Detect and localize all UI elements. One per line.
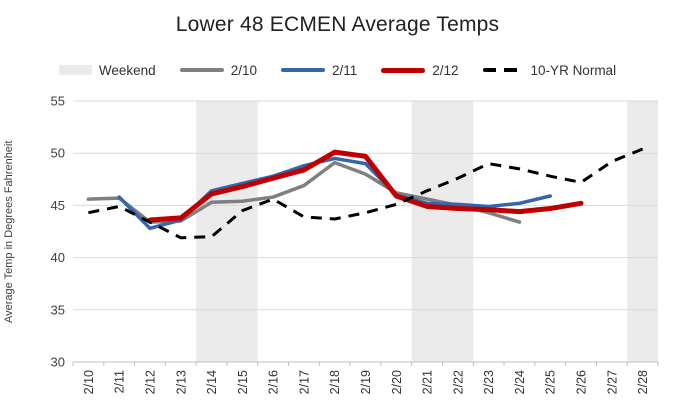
y-tick-label: 45: [51, 198, 65, 213]
legend-label: 2/12: [432, 62, 459, 78]
series-line-2-12: [147, 149, 584, 223]
legend-item-2-10: 2/10: [179, 62, 257, 78]
weekend-band-0: [196, 101, 258, 362]
x-tick-label: 2/13: [174, 370, 188, 394]
x-tick-label: 2/12: [143, 370, 157, 394]
y-tick-label: 40: [51, 250, 65, 265]
series-line-10-yr-normal: [88, 147, 644, 240]
gray-line-swatch: [179, 68, 224, 72]
x-tick-label: 2/16: [267, 370, 281, 394]
legend-item-2-12: 2/12: [381, 62, 459, 78]
x-tick-label: 2/18: [328, 370, 342, 394]
weekend-band-1: [411, 101, 474, 362]
legend-label: 10-YR Normal: [530, 62, 617, 78]
x-tick-label: 2/25: [544, 370, 558, 394]
x-tick-label: 2/26: [575, 370, 589, 394]
y-tick-label: 50: [51, 146, 65, 161]
y-tick-label: 55: [51, 94, 65, 109]
legend-item-2-11: 2/11: [280, 62, 358, 78]
legend-label: 2/10: [230, 62, 257, 78]
legend-label: Weekend: [98, 62, 156, 78]
x-tick-label: 2/20: [390, 370, 404, 394]
x-tick-label: 2/11: [113, 370, 127, 393]
x-tick-label: 2/21: [421, 370, 435, 394]
legend-item-weekend: Weekend: [58, 62, 156, 78]
x-tick-label: 2/23: [482, 370, 496, 394]
blue-line-swatch: [280, 68, 325, 72]
x-tick-label: 2/22: [451, 370, 465, 394]
red-line-swatch: [381, 67, 426, 73]
x-tick-label: 2/24: [513, 370, 527, 394]
weekend-band-2: [627, 101, 658, 362]
x-tick-label: 2/10: [82, 370, 96, 394]
weekend-band-swatch: [58, 65, 92, 75]
legend-label: 2/11: [331, 62, 358, 78]
x-tick-label: 2/28: [636, 370, 650, 394]
y-tick-label: 30: [51, 355, 65, 370]
chart-legend: Weekend 2/10 2/11 2/12 10-YR Normal: [0, 60, 675, 80]
x-tick-label: 2/17: [297, 370, 311, 394]
legend-item-10yr-normal: 10-YR Normal: [482, 62, 617, 78]
chart-title: Lower 48 ECMEN Average Temps: [175, 13, 500, 36]
x-tick-label: 2/19: [359, 370, 373, 394]
x-tick-label: 2/14: [205, 370, 219, 394]
x-tick-label: 2/15: [236, 370, 250, 394]
x-tick-label: 2/27: [605, 370, 619, 394]
dashed-line-swatch: [482, 68, 524, 72]
y-tick-label: 35: [51, 302, 65, 317]
